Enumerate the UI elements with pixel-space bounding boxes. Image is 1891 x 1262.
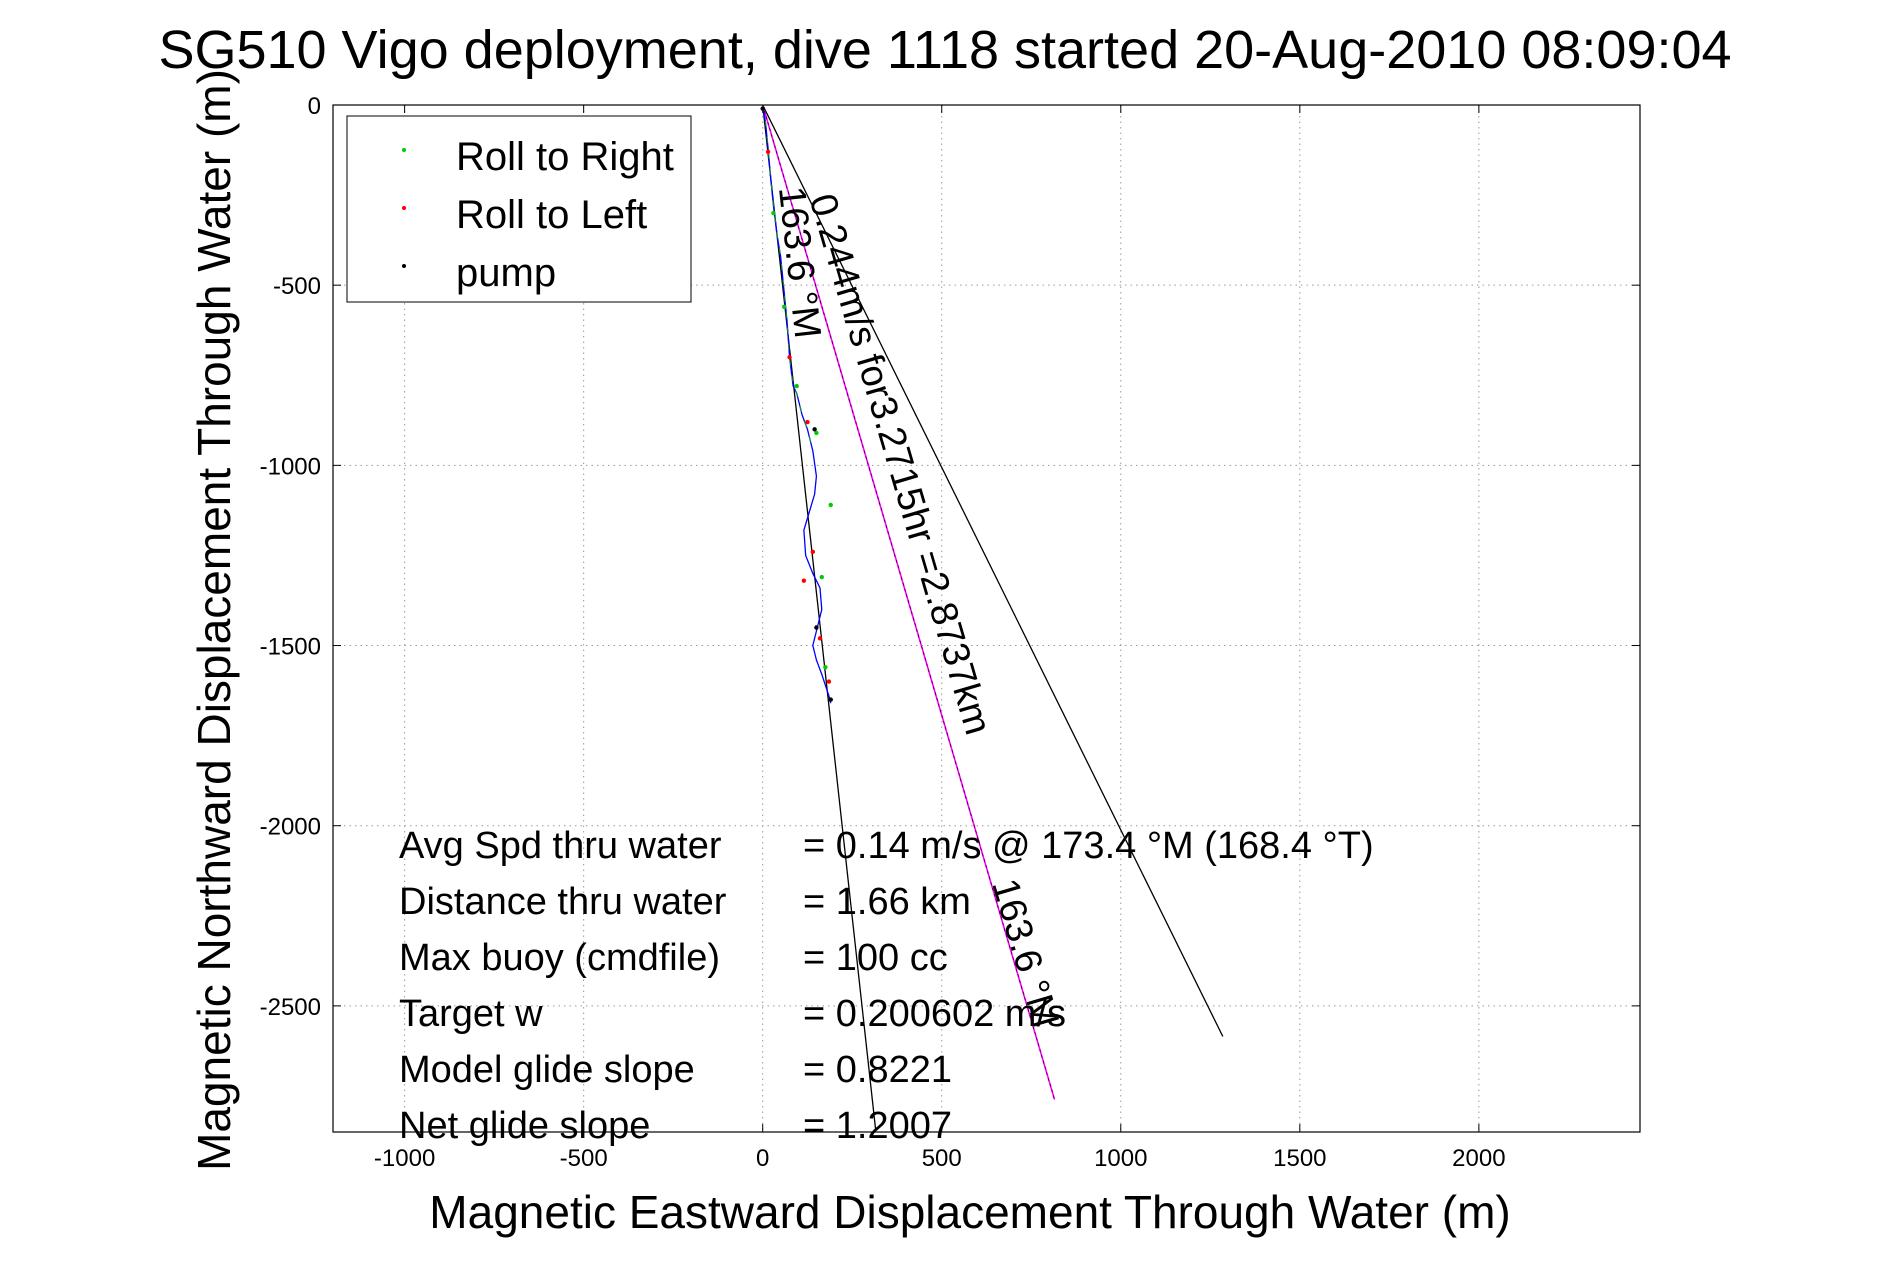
roll-left-point xyxy=(826,679,832,684)
roll-left-point xyxy=(810,549,816,555)
track-layer xyxy=(762,104,832,704)
roll-right-point xyxy=(828,502,833,508)
guide-line-wide xyxy=(762,104,1224,1037)
y-tick-label: -1500 xyxy=(260,634,321,661)
roll-left-point xyxy=(787,355,792,360)
y-tick-label: -1000 xyxy=(260,453,321,480)
x-tick-label: 1000 xyxy=(1094,1145,1147,1172)
roll-right-point xyxy=(794,383,799,389)
legend-label-roll-right: Roll to Right xyxy=(456,135,674,179)
legend-label-pump: pump xyxy=(456,251,556,295)
roll-left-point xyxy=(805,419,810,425)
y-tick-label: -2000 xyxy=(260,814,321,841)
pump-point xyxy=(828,697,833,702)
y-tick-label: -2500 xyxy=(260,994,321,1021)
roll-left-point xyxy=(817,636,823,641)
stat-value: = 1.66 km xyxy=(803,881,971,923)
stat-label: Distance thru water xyxy=(399,881,727,923)
line-layer xyxy=(761,104,1224,1129)
stat-value: = 100 cc xyxy=(803,937,948,979)
stat-label: Net glide slope xyxy=(399,1105,650,1147)
x-tick-label: 500 xyxy=(922,1145,962,1172)
roll-right-point xyxy=(781,304,787,309)
stat-value: = 0.14 m/s @ 173.4 °M (168.4 °T) xyxy=(803,825,1374,867)
x-tick-layer: -1000 -500 0 500 1000 1500 2000 xyxy=(374,105,1506,1172)
glider-track xyxy=(762,104,832,704)
stats-block: Avg Spd thru water = 0.14 m/s @ 173.4 °M… xyxy=(399,825,1374,1147)
y-tick-label: 0 xyxy=(308,93,321,120)
roll-left-point xyxy=(765,149,771,155)
pump-point xyxy=(812,427,817,432)
x-tick-label: 2000 xyxy=(1452,1145,1505,1172)
y-axis-label: Magnetic Northward Displacement Through … xyxy=(188,69,240,1171)
glider-track-roll xyxy=(762,104,814,452)
plot-frame xyxy=(332,104,1641,1133)
legend-marker-roll-right xyxy=(402,148,406,152)
guide-line-163 xyxy=(762,104,877,1129)
x-tick-label: -1000 xyxy=(374,1145,435,1172)
point-layer xyxy=(760,106,833,702)
roll-right-point xyxy=(819,574,824,580)
stat-value: = 1.2007 xyxy=(803,1105,952,1147)
legend-label-roll-left: Roll to Left xyxy=(456,193,647,237)
y-tick-label: -500 xyxy=(273,273,321,300)
roll-right-point xyxy=(771,210,776,216)
pump-point xyxy=(760,106,765,111)
x-tick-label: 1500 xyxy=(1273,1145,1326,1172)
chart-title: SG510 Vigo deployment, dive 1118 started… xyxy=(158,20,1731,80)
x-tick-label: -500 xyxy=(560,1145,608,1172)
stat-label: Max buoy (cmdfile) xyxy=(399,937,720,979)
x-tick-label: 0 xyxy=(756,1145,769,1172)
x-axis-label: Magnetic Eastward Displacement Through W… xyxy=(429,1186,1510,1238)
legend-marker-roll-left xyxy=(402,206,406,210)
stat-label: Target w xyxy=(399,993,543,1035)
roll-right-point xyxy=(823,664,828,670)
pump-point xyxy=(814,625,819,630)
stat-label: Avg Spd thru water xyxy=(399,825,722,867)
roll-right-point xyxy=(814,430,819,436)
stat-label: Model glide slope xyxy=(399,1049,695,1091)
y-tick-layer: 0 -500 -1000 -1500 -2000 -2500 xyxy=(260,93,1640,1021)
stat-value: = 0.8221 xyxy=(803,1049,952,1091)
legend: Roll to Right Roll to Left pump xyxy=(346,115,692,303)
roll-left-point xyxy=(801,578,807,583)
stat-value: = 0.200602 m/s xyxy=(803,993,1066,1035)
legend-marker-pump xyxy=(402,264,406,268)
mean-course-overlay xyxy=(762,104,1055,1100)
